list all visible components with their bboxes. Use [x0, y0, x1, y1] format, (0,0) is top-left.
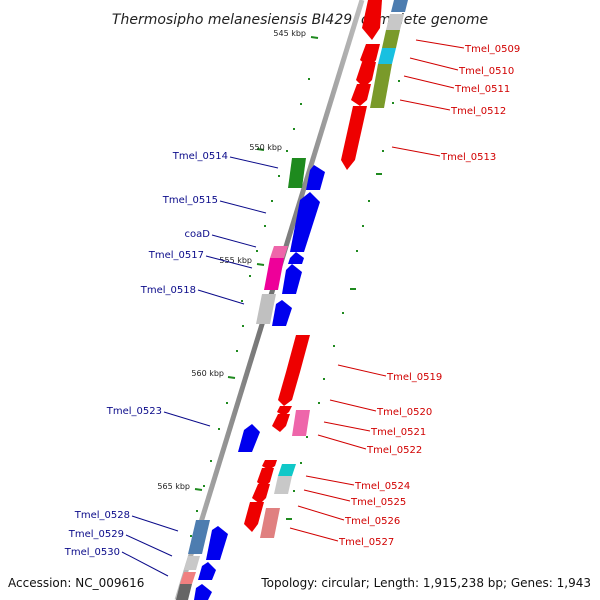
gene-label-right[interactable]: Tmel_0511 [454, 84, 510, 95]
gene-arrow-forward[interactable] [272, 414, 290, 432]
gene-arrow-forward[interactable] [262, 460, 277, 470]
gene-label-left[interactable]: Tmel_0530 [64, 547, 120, 558]
gene-label-right[interactable]: Tmel_0510 [458, 66, 514, 77]
gene-label-right[interactable]: Tmel_0527 [338, 537, 394, 548]
skew-track [286, 80, 400, 520]
left-label-leaders [121, 156, 279, 577]
gene-label-right[interactable]: Tmel_0519 [386, 372, 442, 383]
gene-arrow-forward[interactable] [351, 84, 371, 106]
gene-arrow-reverse[interactable] [290, 192, 320, 252]
gene-label-left[interactable]: Tmel_0529 [68, 529, 124, 540]
gene-label-left[interactable]: Tmel_0523 [106, 406, 162, 417]
gene-arrow-reverse[interactable] [198, 562, 216, 580]
gene-arrow-reverse[interactable] [272, 300, 292, 326]
gene-arrow-forward[interactable] [278, 372, 300, 406]
gene-label-right[interactable]: Tmel_0520 [376, 407, 432, 418]
gene-label-right[interactable]: Tmel_0522 [366, 445, 422, 456]
reverse-feature-track [176, 158, 306, 600]
tick-label: 545 kbp [273, 29, 306, 38]
gene-arrow-forward[interactable] [257, 468, 274, 488]
map-title: Thermosipho melanesiensis BI429, complet… [112, 12, 488, 28]
gene-label-left[interactable]: Tmel_0515 [162, 195, 218, 206]
ruler-ticks [194, 36, 319, 491]
gene-arrow-forward[interactable] [252, 484, 270, 504]
gene-arrow-reverse[interactable] [288, 252, 304, 264]
gene-label-left[interactable]: coaD [185, 229, 211, 240]
gene-label-right[interactable]: Tmel_0524 [354, 481, 410, 492]
forward-feature-track [260, 0, 408, 538]
gene-arrow-forward[interactable] [341, 106, 367, 170]
gene-label-left[interactable]: Tmel_0518 [140, 285, 196, 296]
gene-arrow-forward[interactable] [286, 335, 310, 378]
reverse-cds-track [194, 165, 325, 600]
accession-text: Accession: NC_009616 [8, 576, 144, 590]
tick-label: 560 kbp [191, 369, 224, 378]
gene-arrow-reverse[interactable] [206, 526, 228, 560]
right-label-leaders [289, 39, 465, 542]
forward-cds-track [244, 0, 382, 532]
gene-label-right[interactable]: Tmel_0526 [344, 516, 400, 527]
gene-label-right[interactable]: Tmel_0512 [450, 106, 506, 117]
gc-track [190, 78, 310, 537]
gene-arrow-reverse[interactable] [306, 165, 325, 190]
gene-label-left[interactable]: Tmel_0517 [148, 250, 204, 261]
gene-arrow-reverse[interactable] [238, 424, 260, 452]
gene-label-right[interactable]: Tmel_0509 [464, 44, 520, 55]
gene-label-right[interactable]: Tmel_0525 [350, 497, 406, 508]
gene-label-left[interactable]: Tmel_0514 [172, 151, 228, 162]
gene-arrow-reverse[interactable] [282, 264, 302, 294]
gene-label-right[interactable]: Tmel_0521 [370, 427, 426, 438]
gene-arrow-forward[interactable] [356, 62, 376, 88]
gene-arrow-forward[interactable] [244, 502, 264, 532]
gene-arrow-reverse[interactable] [194, 584, 212, 600]
gene-label-right[interactable]: Tmel_0513 [440, 152, 496, 163]
tick-label: 550 kbp [249, 143, 282, 152]
gene-arrow-forward[interactable] [277, 406, 292, 416]
gene-label-left[interactable]: Tmel_0528 [74, 510, 130, 521]
topology-text: Topology: circular; Length: 1,915,238 bp… [260, 576, 591, 590]
tick-label: 555 kbp [219, 256, 252, 265]
tick-label: 565 kbp [157, 482, 190, 491]
gene-arrow-forward[interactable] [362, 0, 382, 40]
